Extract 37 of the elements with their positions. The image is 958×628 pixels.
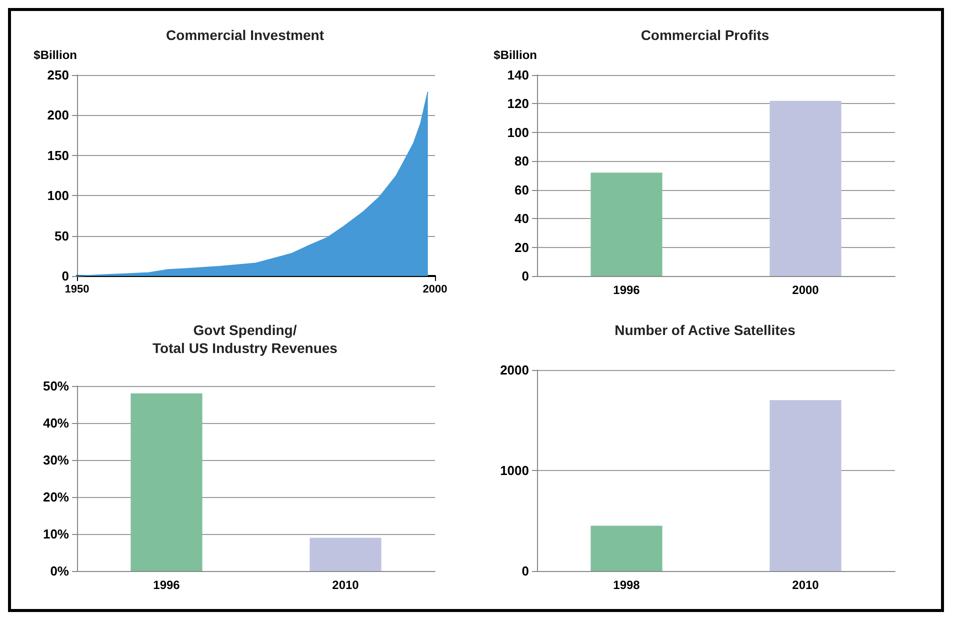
chart-title: Number of Active Satellites bbox=[614, 322, 796, 338]
y-tick-label: 20% bbox=[42, 490, 70, 504]
y-tick-label: 80 bbox=[514, 154, 529, 169]
y-tick-label: 50% bbox=[42, 378, 70, 394]
chart-title: Govt Spending/ Total US Industry Revenues bbox=[152, 322, 338, 356]
y-tick-label: 40 bbox=[514, 211, 529, 226]
y-tick-label: 2000 bbox=[500, 362, 529, 378]
x-tick-label: 1996 bbox=[153, 578, 180, 592]
y-tick-label: 140 bbox=[507, 68, 529, 82]
chart-title: Commercial Investment bbox=[166, 27, 324, 43]
x-tick-label: 2000 bbox=[792, 283, 820, 297]
y-tick-label: 60 bbox=[514, 182, 529, 198]
chart-title: Commercial Profits bbox=[640, 27, 770, 43]
y-tick-label: 100 bbox=[47, 188, 69, 204]
y-tick-label: 120 bbox=[507, 96, 529, 112]
y-axis-title: $Billion bbox=[494, 48, 537, 62]
x-tick-label: 1950 bbox=[64, 284, 90, 296]
y-tick-label: 100 bbox=[507, 124, 529, 140]
x-tick-label: 2010 bbox=[332, 578, 360, 592]
y-tick-label: 0 bbox=[62, 268, 69, 284]
y-tick-label: 150 bbox=[47, 148, 69, 163]
y-tick-label: 0% bbox=[50, 564, 70, 578]
x-tick-label: 2000 bbox=[422, 284, 448, 296]
y-tick-label: 250 bbox=[47, 68, 69, 82]
y-tick-label: 10% bbox=[42, 526, 70, 542]
y-tick-label: 0 bbox=[522, 564, 529, 578]
x-tick-label: 1998 bbox=[613, 578, 640, 592]
y-tick-label: 1000 bbox=[500, 463, 529, 478]
x-tick-label: 2010 bbox=[792, 578, 820, 592]
x-tick-label: 1996 bbox=[613, 283, 640, 297]
y-tick-label: 20 bbox=[514, 240, 529, 255]
y-tick-label: 0 bbox=[522, 268, 529, 284]
y-tick-label: 30% bbox=[42, 452, 70, 468]
y-tick-label: 50 bbox=[54, 228, 69, 244]
y-tick-label: 40% bbox=[42, 416, 70, 430]
y-tick-label: 200 bbox=[47, 108, 69, 123]
y-axis-title: $Billion bbox=[34, 48, 77, 62]
